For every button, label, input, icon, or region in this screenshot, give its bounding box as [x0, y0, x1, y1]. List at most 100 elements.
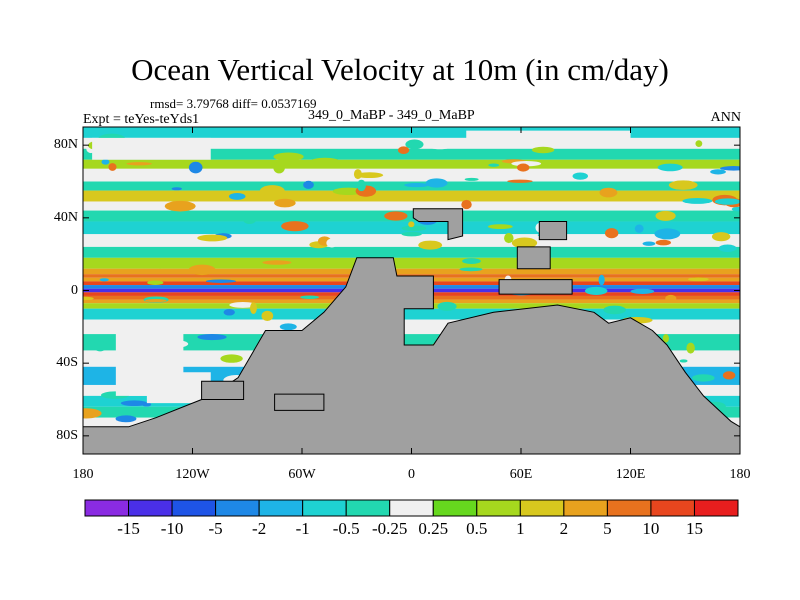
land-masses: [83, 208, 740, 454]
field-patch: [718, 244, 737, 252]
field-band: [83, 257, 740, 269]
y-tick-label: 80S: [56, 427, 78, 443]
field-patch: [662, 334, 669, 343]
field-patch: [668, 180, 698, 190]
colorbar-level-label: 0.5: [466, 519, 488, 538]
field-patch: [731, 206, 740, 212]
x-tick-label: 120W: [175, 467, 210, 482]
field-patch: [504, 233, 514, 244]
field-patch: [205, 279, 236, 283]
field-patch: [516, 163, 530, 172]
field-band: [83, 246, 740, 258]
field-patch: [332, 187, 364, 196]
field-patch: [487, 224, 513, 230]
field-patch: [101, 159, 110, 165]
field-patch: [126, 162, 152, 166]
field-band: [83, 268, 740, 275]
field-patch: [197, 333, 227, 341]
colorbar-swatch: [302, 499, 347, 517]
colorbar-level-label: -5: [208, 519, 223, 538]
map-frame: [82, 126, 741, 455]
field-quiet-region: [92, 137, 211, 160]
field-patch: [356, 179, 366, 192]
field-patch: [679, 359, 688, 363]
field-patch: [642, 241, 656, 246]
x-tick-label: 60W: [288, 467, 316, 482]
field-patch: [228, 192, 246, 200]
colorbar-level-label: 1: [516, 519, 525, 538]
field-patch: [695, 140, 703, 147]
field-patch: [398, 146, 410, 155]
field-band: [83, 210, 740, 222]
field-patch: [149, 258, 171, 269]
field-patch: [418, 240, 443, 250]
colorbar-level-label: -15: [117, 519, 140, 538]
field-patch: [630, 288, 655, 294]
field-patch: [584, 286, 608, 295]
field-patch: [437, 301, 457, 311]
field-patch: [657, 163, 683, 172]
field-patch: [220, 354, 243, 363]
field-patch: [720, 166, 740, 171]
field-patch: [507, 179, 533, 183]
colorbar: [84, 499, 739, 517]
field-patch: [459, 267, 483, 272]
field-patch: [654, 228, 681, 240]
field-patch: [461, 199, 472, 210]
field-patch: [259, 185, 285, 197]
x-tick-label: 60E: [509, 467, 533, 482]
field-band: [83, 308, 740, 320]
field-patch: [604, 228, 619, 239]
colorbar-swatch: [519, 499, 565, 517]
y-tick-label: 40S: [56, 355, 78, 371]
land-polygon: [538, 221, 568, 241]
colorbar-swatch: [650, 499, 695, 517]
x-tick-label: 180: [729, 467, 751, 482]
field-patch: [164, 200, 196, 212]
field-patch: [462, 258, 481, 264]
field-patch: [427, 141, 452, 150]
colorbar-swatch: [128, 499, 173, 517]
colorbar-swatch: [171, 499, 217, 517]
field-patch: [273, 152, 304, 162]
colorbar-swatch: [563, 499, 608, 517]
field-patch: [511, 237, 538, 249]
field-patch: [147, 280, 164, 285]
field-patch: [353, 169, 362, 180]
field-band: [83, 190, 740, 202]
land-polygon: [274, 393, 325, 411]
field-patch: [711, 232, 731, 242]
y-tick-label: 80N: [53, 137, 78, 153]
field-patch: [93, 340, 108, 352]
colorbar-swatch: [693, 499, 739, 517]
field-patch: [83, 408, 102, 419]
field-patch: [655, 239, 671, 246]
field-band: [83, 168, 740, 182]
field-patch: [665, 294, 677, 302]
field-patch: [250, 302, 257, 314]
field-patch: [710, 169, 726, 175]
field-patch: [279, 323, 297, 331]
field-patch: [572, 172, 588, 180]
chart-title: Ocean Vertical Velocity at 10m (in cm/da…: [131, 52, 669, 87]
field-patch: [355, 172, 384, 179]
colorbar-swatch: [215, 499, 260, 517]
field-patch: [405, 139, 424, 150]
colorbar-level-label: -0.5: [332, 519, 360, 538]
field-patch: [303, 180, 314, 189]
season-label: ANN: [710, 110, 741, 125]
field-patch: [634, 224, 644, 233]
field-patch: [300, 295, 320, 300]
field-band: [83, 148, 740, 160]
field-patch: [229, 302, 257, 308]
field-band: [83, 159, 740, 169]
colorbar-swatch: [476, 499, 521, 517]
field-patch: [598, 274, 605, 286]
land-polygon: [516, 246, 551, 270]
x-tick-label: 180: [72, 467, 94, 482]
field-patch: [115, 415, 137, 423]
experiment-label: Expt = teYes-teYds1: [83, 112, 200, 127]
field-patch: [120, 400, 148, 407]
colorbar-swatch: [389, 499, 434, 517]
